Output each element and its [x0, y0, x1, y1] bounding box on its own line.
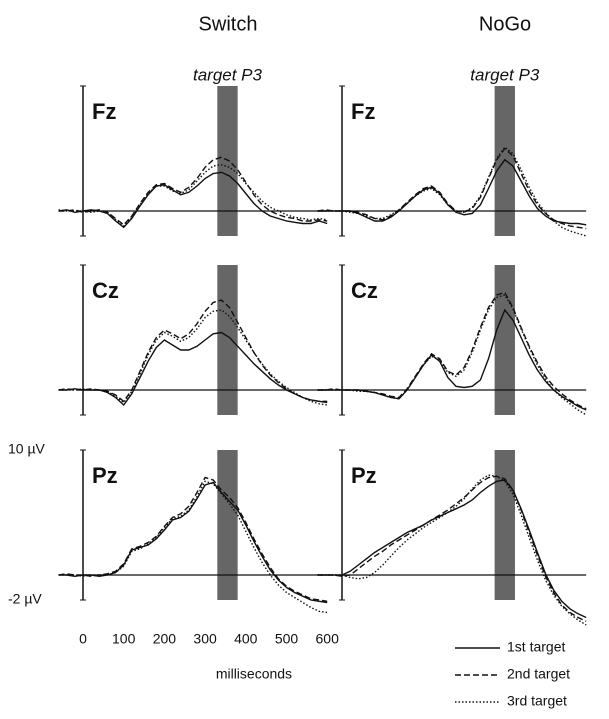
x-tick-label: 0	[79, 631, 87, 647]
y-tick-label: -2 µV	[8, 591, 42, 607]
channel-label: Cz	[92, 278, 119, 303]
highlight-band	[494, 265, 515, 415]
erp-line	[58, 481, 328, 604]
x-tick-label: 600	[316, 631, 340, 647]
x-tick-label: 400	[234, 631, 258, 647]
channel-label: Cz	[351, 278, 378, 303]
x-tick-label: 200	[153, 631, 177, 647]
erp-line	[317, 474, 587, 626]
x-tick-label: 500	[275, 631, 299, 647]
erp-line	[317, 291, 587, 410]
highlight-band	[494, 450, 515, 600]
highlight-band	[217, 265, 238, 415]
erp-line	[317, 479, 587, 619]
erp-line	[58, 309, 328, 406]
y-tick-label: 10 µV	[8, 441, 46, 457]
erp-line	[58, 480, 328, 614]
annotation: target P3	[193, 65, 263, 84]
legend-label: 1st target	[507, 639, 565, 655]
channel-label: Pz	[92, 463, 118, 488]
erp-line	[317, 475, 587, 622]
highlight-band	[217, 450, 238, 600]
erp-line	[58, 299, 328, 403]
legend-label: 3rd target	[507, 693, 567, 709]
channel-label: Pz	[351, 463, 377, 488]
channel-label: Fz	[92, 99, 116, 124]
erp-line	[317, 158, 587, 226]
channel-label: Fz	[351, 99, 375, 124]
x-axis-label: milliseconds	[216, 666, 292, 682]
highlight-band	[217, 86, 238, 236]
x-tick-label: 300	[193, 631, 217, 647]
column-title: NoGo	[479, 13, 531, 35]
erp-line	[58, 164, 328, 227]
erp-line	[317, 294, 587, 416]
erp-line	[317, 308, 587, 411]
erp-line	[58, 476, 328, 602]
erp-line	[58, 171, 328, 229]
erp-line	[317, 146, 587, 237]
column-title: Switch	[199, 13, 258, 35]
highlight-band	[494, 86, 515, 236]
annotation: target P3	[470, 65, 540, 84]
x-tick-label: 100	[112, 631, 136, 647]
legend-label: 2nd target	[507, 666, 570, 682]
erp-line	[58, 331, 328, 407]
erp-line	[58, 156, 328, 226]
